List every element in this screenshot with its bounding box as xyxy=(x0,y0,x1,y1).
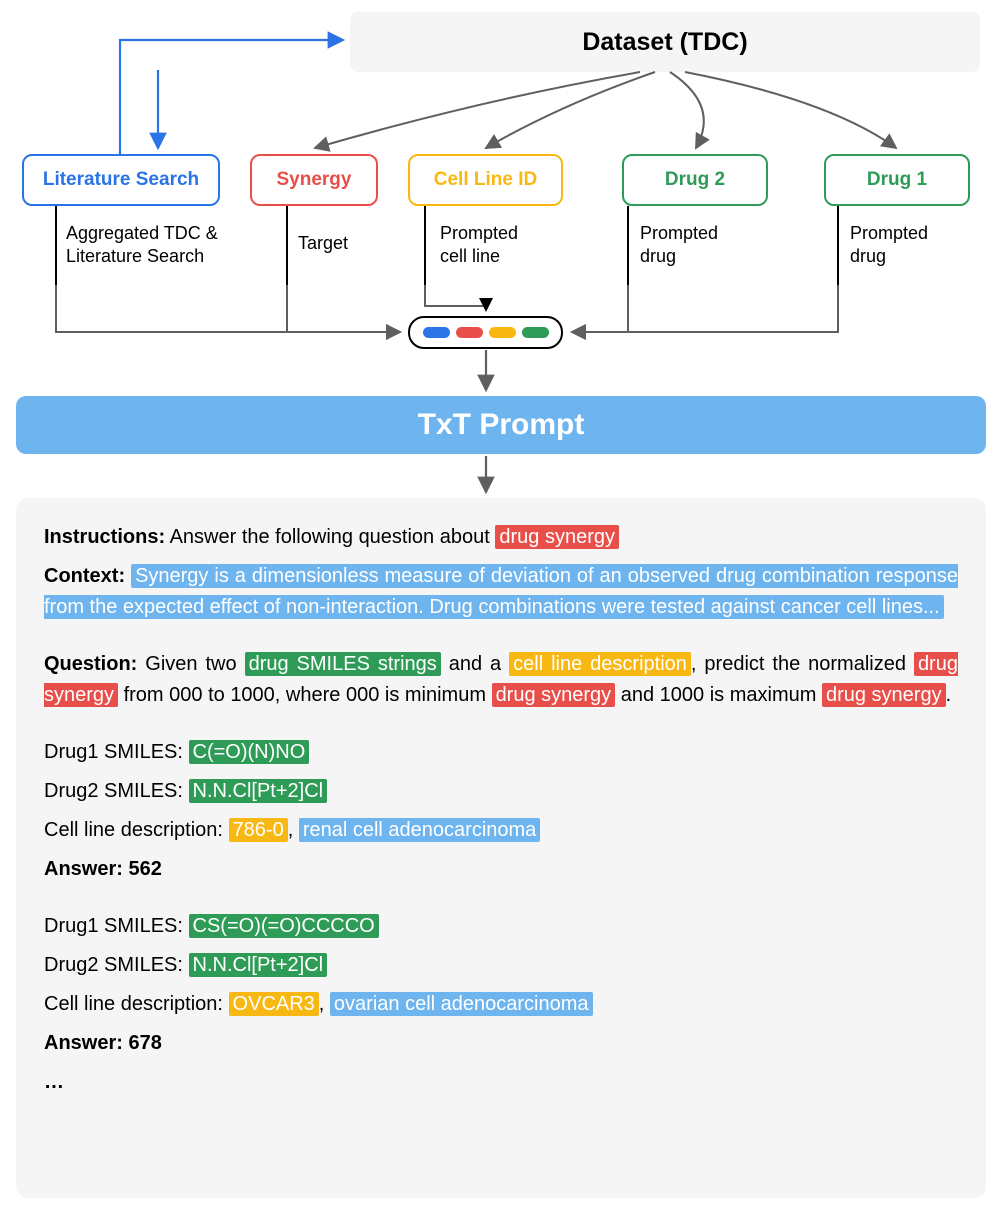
ex1-d1-label: Drug1 SMILES: xyxy=(44,741,183,763)
ex2-cell: Cell line description: OVCAR3, ovarian c… xyxy=(44,989,958,1020)
pill-yellow xyxy=(489,327,516,338)
node-drug-1: Drug 1 xyxy=(824,154,970,206)
hl-cell-desc: renal cell adenocarcinoma xyxy=(299,818,540,842)
hl-smiles: C(=O)(N)NO xyxy=(189,740,310,764)
edge-label-target: Target xyxy=(298,232,348,255)
pill-red xyxy=(456,327,483,338)
ex1-cell: Cell line description: 786-0, renal cell… xyxy=(44,815,958,846)
hl-smiles: N.N.Cl[Pt+2]Cl xyxy=(189,779,328,803)
dataset-label: Dataset (TDC) xyxy=(582,28,747,57)
ex2-d2-label: Drug2 SMILES: xyxy=(44,954,183,976)
ex2-ans-label: Answer: xyxy=(44,1032,123,1054)
pill-green xyxy=(522,327,549,338)
node-label: Drug 1 xyxy=(867,169,927,191)
node-label: Cell Line ID xyxy=(434,169,537,191)
ellipsis: … xyxy=(44,1067,958,1098)
node-label: Drug 2 xyxy=(665,169,725,191)
q-p1: Given two xyxy=(145,653,236,675)
spacer xyxy=(44,719,958,737)
ex2-d1: Drug1 SMILES: CS(=O)(=O)CCCCO xyxy=(44,911,958,942)
hl-smiles: N.N.Cl[Pt+2]Cl xyxy=(189,953,328,977)
q-p5: and 1000 is maximum xyxy=(621,684,817,706)
ex2-d2: Drug2 SMILES: N.N.Cl[Pt+2]Cl xyxy=(44,950,958,981)
edge-label-aggregated: Aggregated TDC &Literature Search xyxy=(66,222,218,269)
hl-context: Synergy is a dimensionless measure of de… xyxy=(44,564,958,619)
spacer xyxy=(44,893,958,911)
hl-drug-synergy-4: drug synergy xyxy=(822,683,946,707)
node-drug-2: Drug 2 xyxy=(622,154,768,206)
ex1-d2-label: Drug2 SMILES: xyxy=(44,780,183,802)
txt-prompt-label: TxT Prompt xyxy=(418,408,585,442)
hl-drug-synergy-3: drug synergy xyxy=(492,683,616,707)
ex1-cell-label: Cell line description: xyxy=(44,819,223,841)
ex1-d1: Drug1 SMILES: C(=O)(N)NO xyxy=(44,737,958,768)
instructions-text: Answer the following question about xyxy=(170,526,490,548)
hl-cell-id: 786-0 xyxy=(229,818,288,842)
ex1-d2: Drug2 SMILES: N.N.Cl[Pt+2]Cl xyxy=(44,776,958,807)
ex2-ans: Answer: 678 xyxy=(44,1028,958,1059)
node-cell-line-id: Cell Line ID xyxy=(408,154,563,206)
ex2-ans-val: 678 xyxy=(128,1032,161,1054)
hl-cell-id: OVCAR3 xyxy=(229,992,319,1016)
node-label: Synergy xyxy=(277,169,352,191)
q-p4: from 000 to 1000, where 000 is minimum xyxy=(124,684,486,706)
ex2-cell-label: Cell line description: xyxy=(44,993,223,1015)
txt-prompt-bar: TxT Prompt xyxy=(16,396,986,454)
instructions-line: Instructions: Answer the following quest… xyxy=(44,522,958,553)
instructions-label: Instructions: xyxy=(44,526,165,548)
node-label: Literature Search xyxy=(43,169,199,191)
question-label: Question: xyxy=(44,653,137,675)
hl-smiles: CS(=O)(=O)CCCCO xyxy=(189,914,379,938)
dataset-box: Dataset (TDC) xyxy=(350,12,980,72)
ex1-ans-val: 562 xyxy=(128,858,161,880)
q-p3: , predict the normalized xyxy=(691,653,906,675)
pill-aggregator xyxy=(408,316,563,349)
ex1-ans: Answer: 562 xyxy=(44,854,958,885)
prompt-panel: Instructions: Answer the following quest… xyxy=(16,498,986,1198)
edge-label-drug1: Prompteddrug xyxy=(850,222,928,269)
node-literature-search: Literature Search xyxy=(22,154,220,206)
question-line: Question: Given two drug SMILES strings … xyxy=(44,649,958,711)
hl-drug-synergy: drug synergy xyxy=(495,525,619,549)
edge-label-cell: Promptedcell line xyxy=(440,222,518,269)
edge-label-drug2: Prompteddrug xyxy=(640,222,718,269)
hl-drug-smiles: drug SMILES strings xyxy=(245,652,441,676)
context-line: Context: Synergy is a dimensionless meas… xyxy=(44,561,958,623)
spacer xyxy=(44,631,958,649)
pill-blue xyxy=(423,327,450,338)
q-p2: and a xyxy=(449,653,501,675)
node-synergy: Synergy xyxy=(250,154,378,206)
context-label: Context: xyxy=(44,565,125,587)
hl-cell-desc: cell line description xyxy=(509,652,691,676)
ex2-d1-label: Drug1 SMILES: xyxy=(44,915,183,937)
hl-cell-desc: ovarian cell adenocarcinoma xyxy=(330,992,593,1016)
ex1-ans-label: Answer: xyxy=(44,858,123,880)
